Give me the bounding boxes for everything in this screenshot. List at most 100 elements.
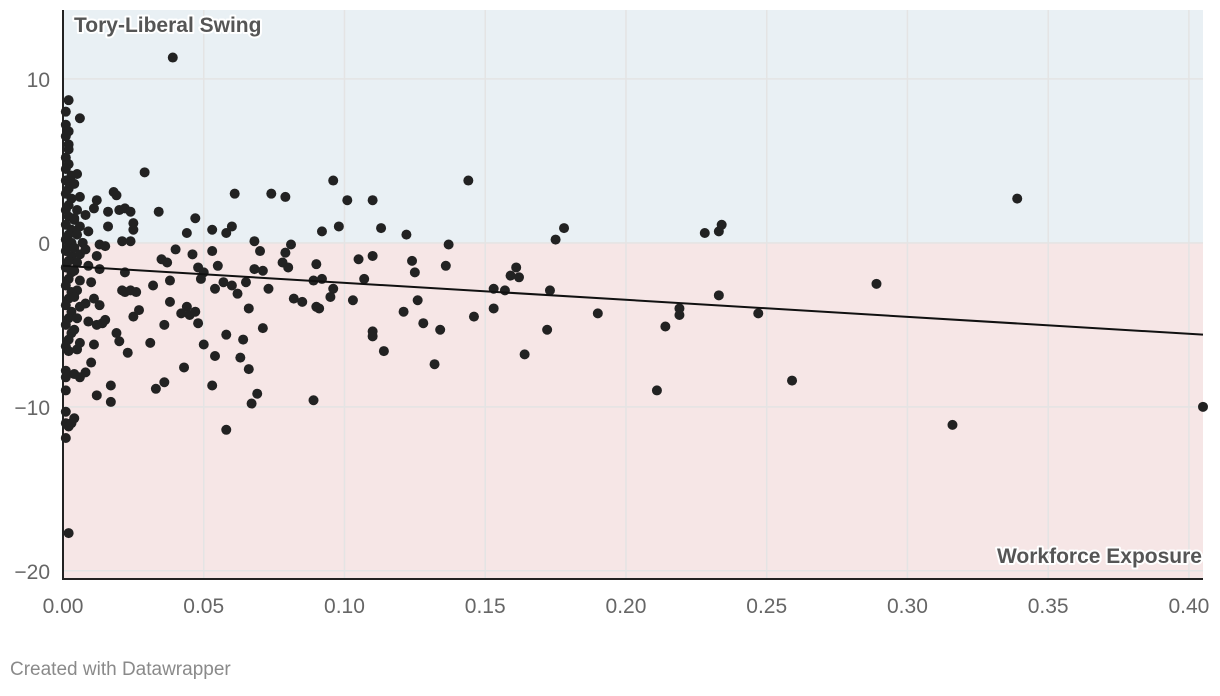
scatter-point [347, 295, 358, 306]
scatter-point [235, 352, 246, 363]
scatter-point [297, 296, 308, 307]
scatter-point [488, 303, 499, 314]
x-tick-label: 0.40 [1168, 595, 1209, 618]
scatter-point [128, 224, 139, 235]
scatter-point [263, 283, 274, 294]
scatter-point [316, 226, 327, 237]
scatter-point [212, 260, 223, 271]
region-band-0 [63, 10, 1203, 243]
scatter-point [592, 308, 603, 319]
scatter-point [60, 175, 71, 186]
scatter-point [266, 188, 277, 199]
scatter-point [60, 164, 71, 175]
scatter-point [69, 265, 80, 276]
scatter-point [198, 339, 209, 350]
scatter-point [125, 206, 136, 217]
data-points [60, 52, 1208, 539]
scatter-point [63, 95, 74, 106]
scatter-point [505, 270, 516, 281]
scatter-point [542, 324, 553, 335]
x-tick-label: 0.10 [324, 595, 365, 618]
scatter-point [398, 306, 409, 317]
scatter-point [80, 209, 91, 220]
scatter-point [94, 300, 105, 311]
scatter-point [91, 195, 102, 206]
scatter-point [378, 346, 389, 357]
scatter-point [429, 359, 440, 370]
scatter-point [243, 303, 254, 314]
scatter-point [328, 175, 339, 186]
scatter-point [103, 221, 114, 232]
scatter-point [74, 191, 85, 202]
scatter-point [122, 347, 133, 358]
scatter-point [125, 236, 136, 247]
datawrapper-credit[interactable]: Created with Datawrapper [10, 659, 231, 680]
scatter-point [249, 264, 260, 275]
scatter-point [60, 131, 71, 142]
scatter-point [468, 311, 479, 322]
scatter-point [246, 398, 257, 409]
scatter-point [69, 324, 80, 335]
scatter-point [100, 241, 111, 252]
scatter-point [221, 228, 232, 239]
scatter-point [105, 380, 116, 391]
scatter-point [674, 309, 685, 320]
scatter-point [314, 303, 325, 314]
scatter-point [72, 168, 83, 179]
y-tick-label: 10 [27, 69, 50, 92]
scatter-point [651, 385, 662, 396]
x-tick-label: 0.35 [1028, 595, 1069, 618]
scatter-point [713, 290, 724, 301]
scatter-point [114, 336, 125, 347]
scatter-point [69, 242, 80, 253]
scatter-point [88, 293, 99, 304]
scatter-point [80, 367, 91, 378]
scatter-point [139, 167, 150, 178]
scatter-point [229, 188, 240, 199]
scatter-point [367, 331, 378, 342]
trend-line [62, 264, 1204, 336]
scatter-point [60, 300, 71, 311]
scatter-point [145, 337, 156, 348]
scatter-point [499, 285, 510, 296]
scatter-point [69, 178, 80, 189]
scatter-point [60, 280, 71, 291]
scatter-point [753, 308, 764, 319]
scatter-point [210, 283, 220, 294]
scatter-point [69, 213, 80, 224]
scatter-point [660, 321, 671, 332]
scatter-point [103, 206, 114, 217]
scatter-point [94, 264, 105, 275]
background-regions [63, 10, 1203, 579]
scatter-point [80, 298, 91, 309]
scatter-point [162, 257, 173, 268]
scatter-point [88, 339, 99, 350]
scatter-point [181, 228, 192, 239]
scatter-point [252, 388, 263, 399]
scatter-point [249, 236, 260, 247]
scatter-point [325, 291, 336, 302]
scatter-point [1012, 193, 1023, 204]
scatter-point [66, 418, 77, 429]
scatter-point [150, 383, 161, 394]
scatter-point [88, 203, 99, 214]
scatter-point [243, 364, 254, 375]
scatter-point [111, 328, 122, 339]
scatter-point [60, 406, 71, 417]
scatter-point [72, 344, 83, 355]
scatter-point [409, 267, 420, 278]
scatter-point [871, 278, 882, 289]
scatter-point [544, 285, 555, 296]
y-axis-title: Tory-Liberal Swing [74, 14, 261, 37]
scatter-point [105, 396, 116, 407]
gridlines [62, 10, 1203, 579]
y-tick-label: −10 [14, 397, 50, 420]
scatter-point [100, 314, 111, 325]
scatter-point [463, 175, 474, 186]
scatter-point [69, 291, 80, 302]
scatter-point [401, 229, 412, 240]
scatter-point [226, 221, 237, 232]
scatter-chart: 100−10−20 0.00 0.05 0.10 0.15 0.20 0.25 0.30 0.… [14, 10, 1209, 618]
scatter-point [117, 236, 128, 247]
scatter-point [148, 280, 159, 291]
